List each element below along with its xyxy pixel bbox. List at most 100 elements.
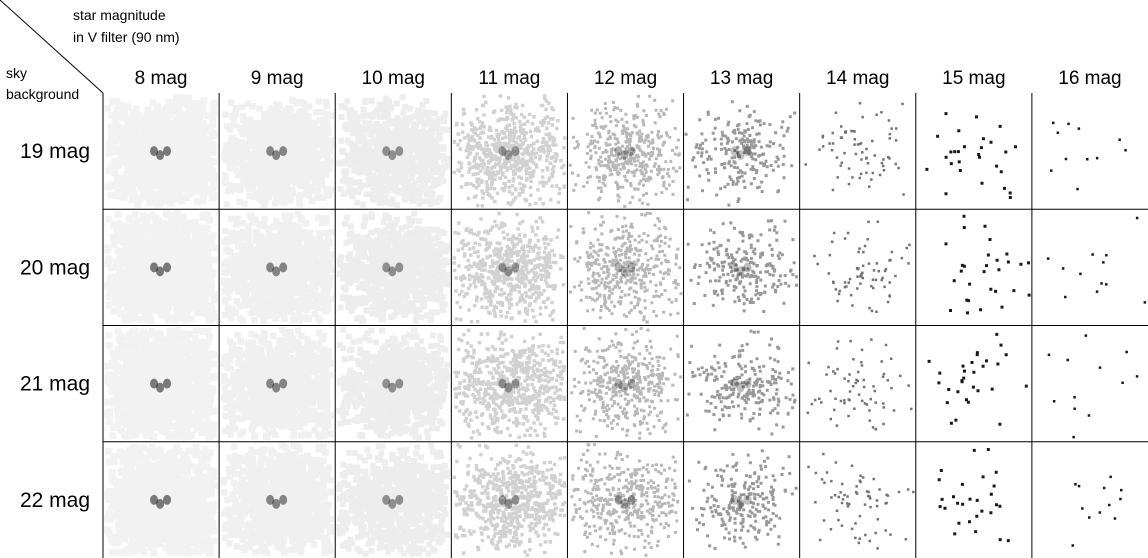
row-axis-title: background [6, 86, 79, 102]
star-image [1047, 334, 1139, 439]
column-label: 9 mag [251, 68, 304, 89]
star-core [504, 498, 513, 509]
star-core [163, 494, 172, 505]
star-core [156, 266, 165, 277]
star-core [498, 262, 507, 273]
star-pixels [220, 442, 334, 557]
row-label: 19 mag [20, 140, 90, 163]
star-pixels [687, 449, 798, 550]
star-pixels [937, 448, 1010, 543]
star-core [614, 378, 623, 389]
star-core [730, 262, 739, 273]
star-core [279, 494, 288, 505]
star-pixels [336, 442, 451, 557]
star-pixels [686, 219, 799, 313]
star-image [336, 94, 451, 208]
star-core [388, 150, 397, 161]
star-core [150, 146, 159, 157]
star-core [620, 382, 629, 393]
star-core [382, 378, 391, 389]
star-pixels [944, 214, 1031, 315]
star-core [736, 266, 745, 277]
star-core [388, 498, 397, 509]
star-pixels [806, 338, 913, 431]
column-axis-title: star magnitude [73, 7, 166, 23]
star-image [684, 100, 797, 207]
star-core [272, 382, 281, 393]
image-grid [104, 94, 1147, 557]
star-pixels [804, 102, 905, 196]
star-core [395, 262, 404, 273]
row-label: 20 mag [20, 256, 90, 279]
star-core [498, 146, 507, 157]
star-core [388, 382, 397, 393]
star-core [614, 262, 623, 273]
star-pixels [452, 94, 567, 208]
star-pixels [452, 443, 567, 557]
star-core [163, 146, 172, 157]
star-core [382, 494, 391, 505]
star-core [150, 262, 159, 273]
row-label: 21 mag [20, 373, 90, 396]
star-image [1071, 475, 1123, 547]
star-core [504, 150, 513, 161]
star-core [743, 146, 752, 157]
star-core [511, 146, 520, 157]
star-image [806, 338, 913, 431]
star-image [452, 211, 566, 324]
star-core [156, 150, 165, 161]
star-core [272, 150, 281, 161]
star-pixels [570, 327, 683, 440]
star-pixels [570, 443, 680, 557]
star-core [730, 146, 739, 157]
star-image [452, 443, 567, 557]
star-image [220, 210, 335, 325]
column-label: 11 mag [478, 68, 540, 89]
star-core [382, 146, 391, 157]
star-image [807, 452, 915, 550]
star-core [395, 146, 404, 157]
column-label: 12 mag [594, 68, 657, 89]
star-image [927, 332, 1028, 426]
star-core [498, 494, 507, 505]
star-core [504, 266, 513, 277]
star-pixels [1047, 334, 1139, 439]
star-core [620, 498, 629, 509]
star-core [163, 378, 172, 389]
star-core [743, 262, 752, 273]
star-pixels [336, 94, 451, 208]
star-core [150, 494, 159, 505]
star-image [568, 94, 682, 208]
star-image [685, 329, 797, 436]
column-label: 8 mag [135, 68, 188, 89]
star-pixels [453, 328, 567, 440]
star-image [221, 96, 335, 208]
star-core [388, 266, 397, 277]
column-label: 13 mag [710, 68, 773, 89]
star-core [627, 494, 636, 505]
star-core [627, 378, 636, 389]
star-image [569, 211, 683, 324]
star-image [1050, 121, 1127, 191]
star-pixels [927, 332, 1028, 426]
column-axis-title: in V filter (90 nm) [73, 29, 180, 45]
star-pixels [684, 100, 797, 207]
row-label: 22 mag [20, 489, 90, 512]
star-image [687, 449, 798, 550]
star-core [743, 378, 752, 389]
star-image [944, 214, 1031, 315]
star-core [382, 262, 391, 273]
star-core [272, 266, 281, 277]
star-image [570, 443, 680, 557]
star-image [570, 327, 683, 440]
star-core [627, 262, 636, 273]
star-pixels [925, 112, 1017, 199]
star-core [279, 262, 288, 273]
star-core [614, 494, 623, 505]
star-image [925, 112, 1017, 199]
star-core [743, 494, 752, 505]
column-label: 15 mag [942, 68, 1005, 89]
star-core [504, 382, 513, 393]
column-label: 10 mag [362, 68, 425, 89]
